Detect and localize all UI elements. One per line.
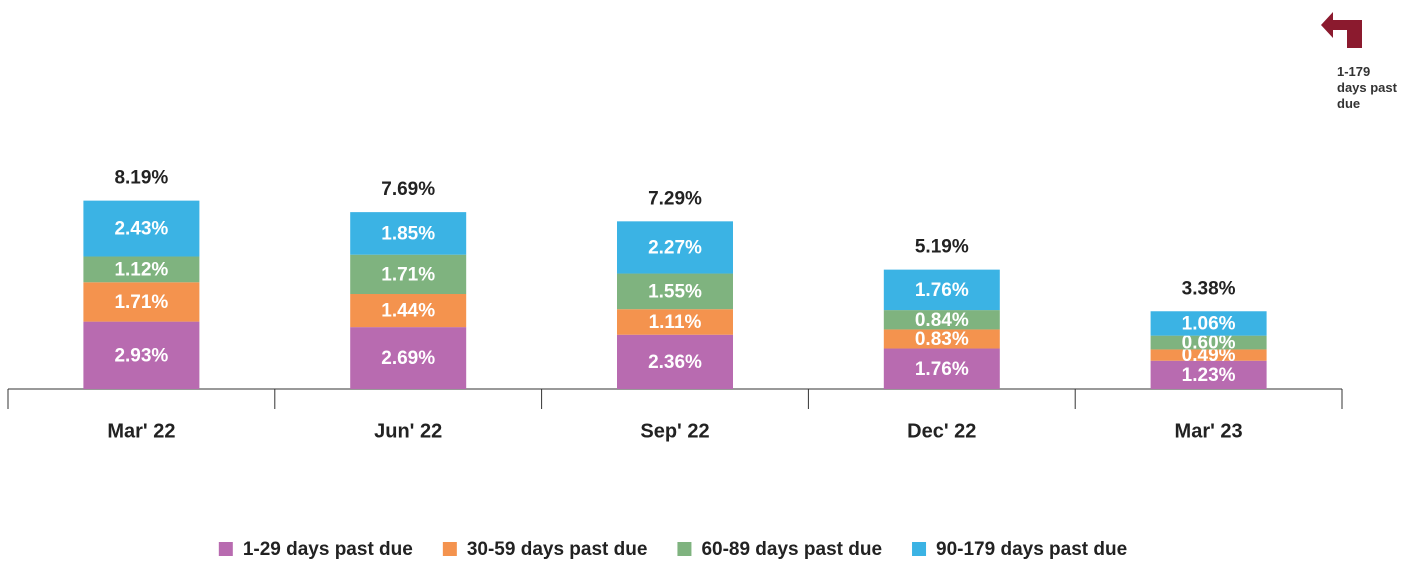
bar-segment [617, 334, 733, 389]
x-tick-label: Sep' 22 [640, 420, 709, 442]
bar-segment [83, 200, 200, 257]
legend-item: 30-59 days past due [442, 539, 648, 560]
bar-segment [1150, 335, 1267, 350]
bar-segment [350, 212, 467, 255]
data-label: 2.36% [648, 352, 702, 373]
legend-swatch [218, 542, 233, 556]
data-label: 1.55% [648, 281, 702, 302]
data-label: 0.60% [1182, 333, 1236, 354]
total-label: 7.69% [381, 179, 435, 200]
data-label: 0.49% [1182, 345, 1236, 366]
x-tick-label: Mar' 22 [107, 420, 175, 442]
bar-segment [617, 273, 733, 310]
x-tick-label: Dec' 22 [907, 420, 976, 442]
data-label: 2.69% [381, 348, 435, 369]
annotation: 1-179 days past due [1337, 64, 1397, 111]
bar-segment [350, 294, 467, 328]
bar-segment [883, 348, 1000, 389]
data-label: 1.12% [114, 259, 168, 280]
bar-segment [617, 309, 733, 335]
data-label: 0.83% [915, 329, 969, 350]
data-label: 2.43% [114, 219, 168, 240]
total-label: 7.29% [648, 188, 702, 209]
bar-segment [83, 282, 200, 322]
bar-segment [83, 256, 200, 283]
legend-label: 30-59 days past due [467, 539, 648, 560]
legend-label: 60-89 days past due [701, 539, 882, 560]
bar-segment [617, 221, 733, 274]
total-label: 8.19% [114, 168, 168, 189]
legend-item: 90-179 days past due [912, 539, 1127, 560]
bar-segment [883, 269, 1000, 311]
legend-item: 60-89 days past due [677, 539, 882, 560]
data-label: 1.44% [381, 301, 435, 322]
bar-segment [883, 310, 1000, 330]
arrow-icon [1321, 12, 1362, 48]
legend-swatch [442, 542, 457, 556]
legend-label: 90-179 days past due [936, 539, 1127, 560]
data-label: 2.93% [114, 345, 168, 366]
bar-segment [350, 327, 467, 389]
data-label: 1.76% [915, 280, 969, 301]
data-label: 1.11% [649, 312, 702, 333]
data-label: 2.27% [648, 237, 702, 258]
legend-item: 1-29 days past due [218, 539, 413, 560]
bar-segment [883, 329, 1000, 349]
legend-label: 1-29 days past due [243, 539, 413, 560]
bar-segment [1150, 349, 1267, 361]
bar-segment [1150, 311, 1267, 336]
data-label: 1.85% [381, 223, 435, 244]
bar-segment [350, 254, 467, 295]
x-tick-label: Mar' 23 [1175, 420, 1243, 442]
data-label: 1.23% [1182, 365, 1236, 386]
data-label: 1.71% [381, 264, 435, 285]
legend-swatch [677, 542, 692, 556]
total-label: 3.38% [1182, 278, 1236, 299]
data-label: 1.76% [915, 359, 969, 380]
bar-segment [83, 321, 200, 389]
data-label: 0.84% [915, 310, 969, 331]
x-tick-label: Jun' 22 [374, 420, 442, 442]
total-label: 5.19% [915, 237, 969, 258]
legend-swatch [912, 542, 927, 556]
bar-segment [1150, 360, 1267, 389]
data-label: 1.06% [1182, 313, 1236, 334]
data-label: 1.71% [114, 292, 168, 313]
